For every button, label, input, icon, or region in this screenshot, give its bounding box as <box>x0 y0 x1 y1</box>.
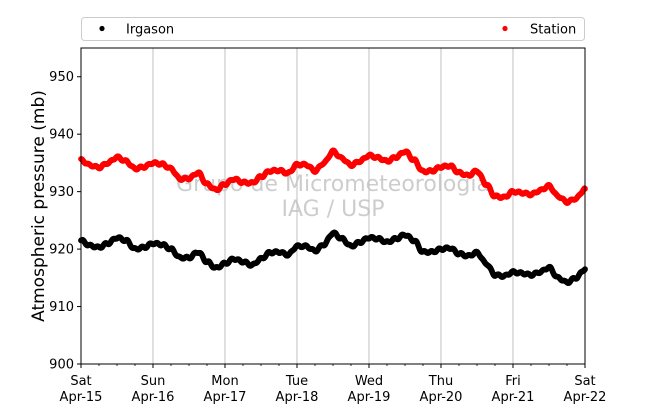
x-tick-label-day: Fri <box>505 374 521 389</box>
x-tick-label-day: Tue <box>285 374 308 389</box>
x-tick-label-day: Sat <box>574 374 595 389</box>
x-tick-label-date: Apr-22 <box>564 390 607 405</box>
x-axis: SatApr-15SunApr-16MonApr-17TueApr-18WedA… <box>60 364 607 405</box>
x-tick-label-date: Apr-18 <box>276 390 319 405</box>
x-tick-label-date: Apr-19 <box>348 390 391 405</box>
y-tick-label: 920 <box>49 243 74 258</box>
y-axis: 900 910 920 930 940 950 <box>49 70 81 373</box>
legend-box <box>81 17 585 41</box>
legend-marker-irgason <box>99 25 105 32</box>
y-axis-label: Atmospheric pressure (mb) <box>29 90 49 322</box>
y-tick-label: 950 <box>49 70 74 85</box>
x-tick-label-day: Mon <box>211 374 238 389</box>
series-layer <box>78 147 588 286</box>
y-tick-label: 910 <box>49 300 74 315</box>
watermark-line-2: IAG / USP <box>282 197 385 222</box>
x-tick-label-date: Apr-15 <box>60 390 103 405</box>
x-tick-label-day: Sat <box>70 374 91 389</box>
grid <box>152 48 514 364</box>
watermark: Grupo de Micrometeorologia IAG / USP <box>176 172 490 222</box>
x-tick-label-day: Wed <box>355 374 383 389</box>
x-tick-label-day: Thu <box>428 374 453 389</box>
legend-label-station: Station <box>530 23 576 38</box>
x-tick-label-date: Apr-21 <box>492 390 535 405</box>
legend-label-irgason: Irgason <box>126 23 174 38</box>
x-tick-label-day: Sun <box>141 374 166 389</box>
legend-marker-station <box>502 25 508 32</box>
x-tick-label-date: Apr-16 <box>132 390 175 405</box>
y-tick-label: 940 <box>49 128 74 143</box>
y-tick-label: 900 <box>49 358 74 373</box>
series-station <box>78 147 588 206</box>
legend: Irgason Station <box>81 17 585 41</box>
y-tick-label: 930 <box>49 185 74 200</box>
x-tick-label-date: Apr-17 <box>204 390 247 405</box>
series-irgason <box>78 229 588 286</box>
x-tick-label-date: Apr-20 <box>420 390 463 405</box>
